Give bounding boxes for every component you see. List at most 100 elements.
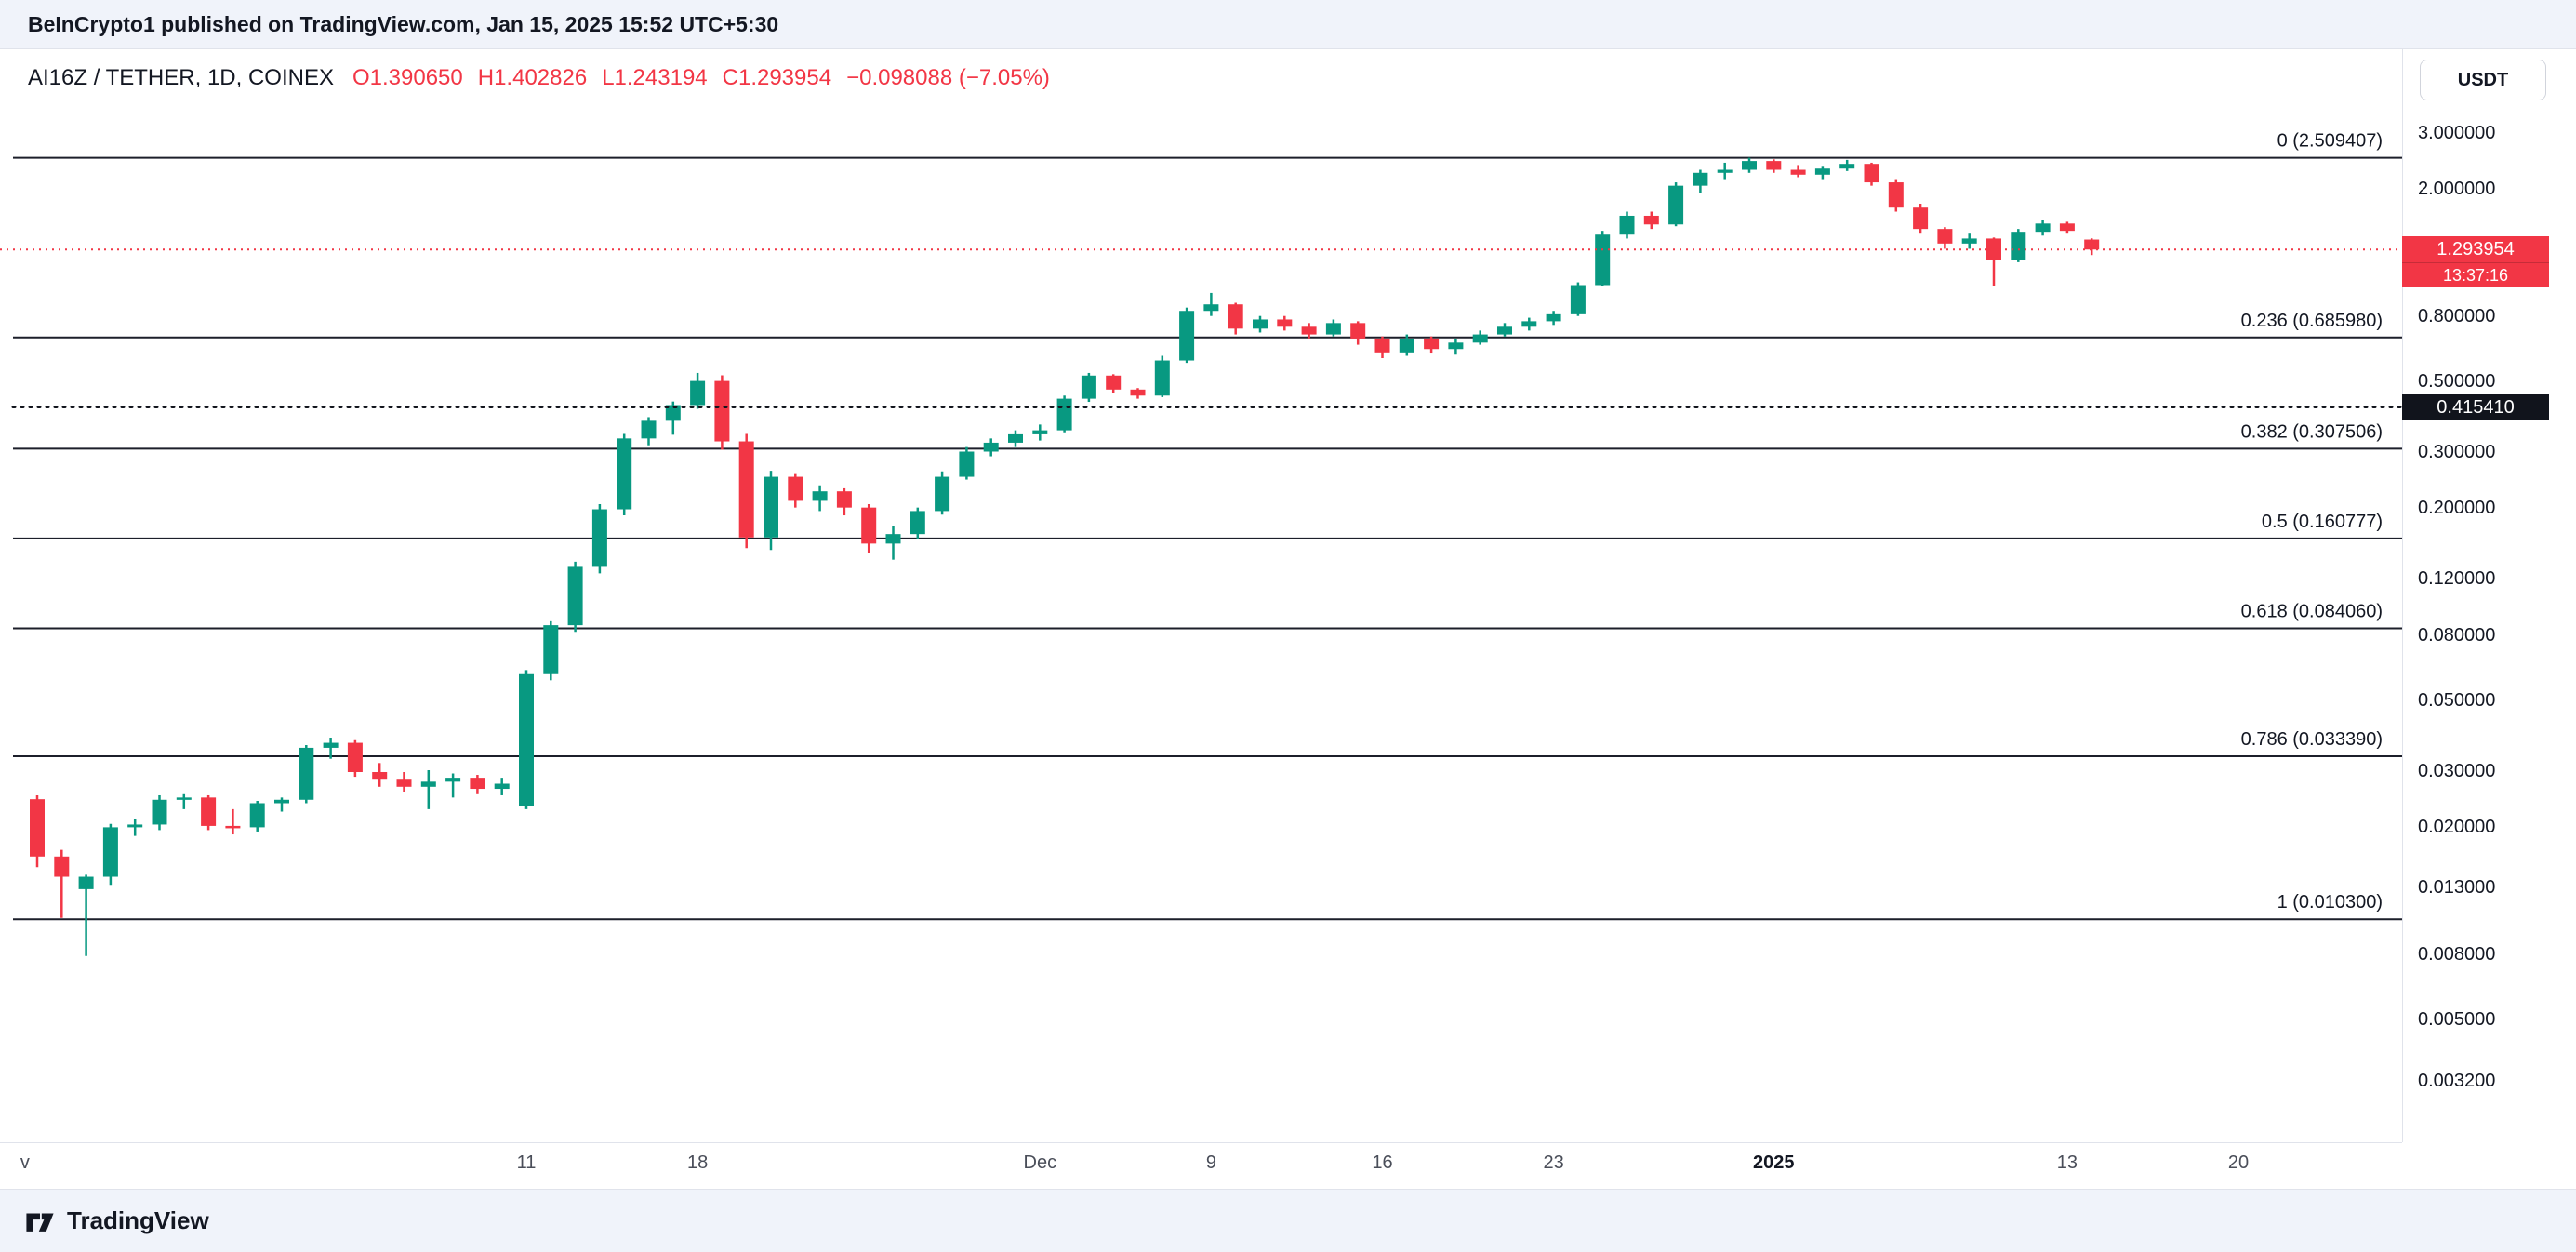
time-axis-label: 13 — [2056, 1152, 2078, 1173]
candle-body — [714, 380, 730, 442]
candle-body — [1130, 389, 1146, 396]
tradingview-logo[interactable]: TradingView — [24, 1205, 209, 1237]
candle-body — [102, 827, 118, 877]
candle — [812, 485, 828, 512]
time-axis[interactable]: v 11 18 Dec 9 16 23 2025 13 20 — [0, 1142, 2402, 1190]
candle — [1032, 424, 1048, 441]
candle — [1179, 307, 1195, 364]
price-axis-label: 0.005000 — [2418, 1008, 2496, 1030]
candle — [1693, 169, 1708, 193]
candle — [1643, 211, 1659, 230]
time-axis-label: 18 — [686, 1152, 709, 1173]
candle — [2011, 229, 2026, 262]
candle-body — [323, 742, 339, 748]
candle — [1595, 231, 1611, 286]
candle — [1742, 157, 1757, 173]
candle — [1619, 211, 1635, 239]
publish-info-text: BeInCrypto1 published on TradingView.com… — [28, 11, 779, 36]
candle — [641, 417, 657, 446]
candle — [959, 446, 975, 480]
candle — [274, 797, 289, 812]
ohlc-token: L1.243194 — [602, 65, 708, 90]
candle — [299, 745, 314, 804]
candle-body — [690, 380, 706, 406]
candle-body — [299, 747, 314, 800]
candle-body — [1253, 319, 1268, 329]
candle — [176, 793, 192, 809]
time-axis-label: Dec — [1023, 1152, 1057, 1173]
candle — [323, 738, 339, 759]
candle — [910, 507, 925, 539]
price-axis-label: 2.000000 — [2418, 179, 2496, 200]
candle-body — [1056, 398, 1072, 431]
candle — [764, 471, 778, 551]
candle — [885, 526, 901, 560]
candle-body — [2011, 232, 2026, 260]
chart-canvas[interactable]: 0 (2.509407) 0.236 (0.685980) 0.382 (0.307… — [0, 49, 2402, 1142]
candle-body — [1790, 169, 1806, 175]
candle-body — [1913, 207, 1929, 230]
candle-body — [910, 511, 925, 535]
candle — [152, 794, 167, 831]
candle — [102, 823, 118, 886]
candle — [225, 808, 241, 835]
price-axis-label: 0.800000 — [2418, 305, 2496, 326]
candle-body — [420, 781, 436, 787]
candle-body — [1693, 172, 1708, 186]
candle-body — [2035, 223, 2051, 233]
candle — [1424, 336, 1440, 354]
candle-body — [1106, 375, 1122, 390]
candle-body — [1595, 234, 1611, 286]
candle-body — [249, 803, 265, 828]
candle — [1913, 204, 1929, 234]
candle-body — [1081, 375, 1096, 399]
symbol-legend: AI16Z / TETHER, 1D, COINEX O1.390650 H1.40… — [28, 65, 1065, 91]
bottom-bar: TradingView — [0, 1189, 2576, 1252]
candle — [1839, 159, 1855, 171]
candle-body — [1937, 229, 1953, 244]
candle-body — [1570, 285, 1586, 314]
fib-label: 0.236 (0.685980) — [2241, 311, 2383, 331]
candle — [54, 849, 70, 918]
price-axis-label: 0.008000 — [2418, 943, 2496, 965]
candle — [1448, 338, 1464, 355]
candle-body — [983, 442, 999, 452]
candle-body — [1008, 433, 1023, 443]
candle-body — [1448, 342, 1464, 350]
candle-body — [1888, 182, 1904, 208]
candle — [788, 473, 803, 508]
candle-body — [1424, 338, 1440, 350]
candle-body — [591, 509, 607, 567]
candle — [983, 438, 999, 457]
candle-body — [1032, 430, 1048, 434]
candle-body — [812, 491, 828, 501]
candle-body — [764, 476, 778, 538]
candle-body — [494, 783, 510, 790]
candle — [470, 775, 485, 794]
candle-body — [1301, 326, 1317, 335]
candle — [1986, 237, 2001, 286]
candle — [1081, 372, 1096, 403]
candle — [127, 819, 143, 836]
price-axis[interactable]: 3.000000 2.000000 0.800000 0.500000 0.300000… — [2402, 49, 2576, 1142]
time-axis-label: 20 — [2227, 1152, 2250, 1173]
candle-body — [2084, 239, 2100, 250]
candle — [347, 739, 363, 778]
publish-info-bar: BeInCrypto1 published on TradingView.com… — [0, 0, 2576, 49]
candle — [1521, 317, 1537, 331]
candle — [1668, 182, 1684, 227]
candle-body — [641, 420, 657, 439]
price-axis-label: 3.000000 — [2418, 123, 2496, 143]
symbol-title[interactable]: AI16Z / TETHER, 1D, COINEX — [28, 65, 334, 90]
candle — [519, 670, 534, 809]
candle — [1203, 292, 1219, 316]
candle — [591, 503, 607, 574]
candle-body — [445, 778, 461, 782]
candle-body — [152, 799, 167, 825]
fib-label: 0.786 (0.033390) — [2241, 729, 2383, 750]
tradingview-wordmark: TradingView — [67, 1206, 209, 1234]
candle-body — [470, 778, 485, 790]
candle-body — [201, 797, 217, 826]
currency-toggle-button[interactable]: USDT — [2420, 60, 2546, 100]
price-axis-label: 0.013000 — [2418, 876, 2496, 898]
